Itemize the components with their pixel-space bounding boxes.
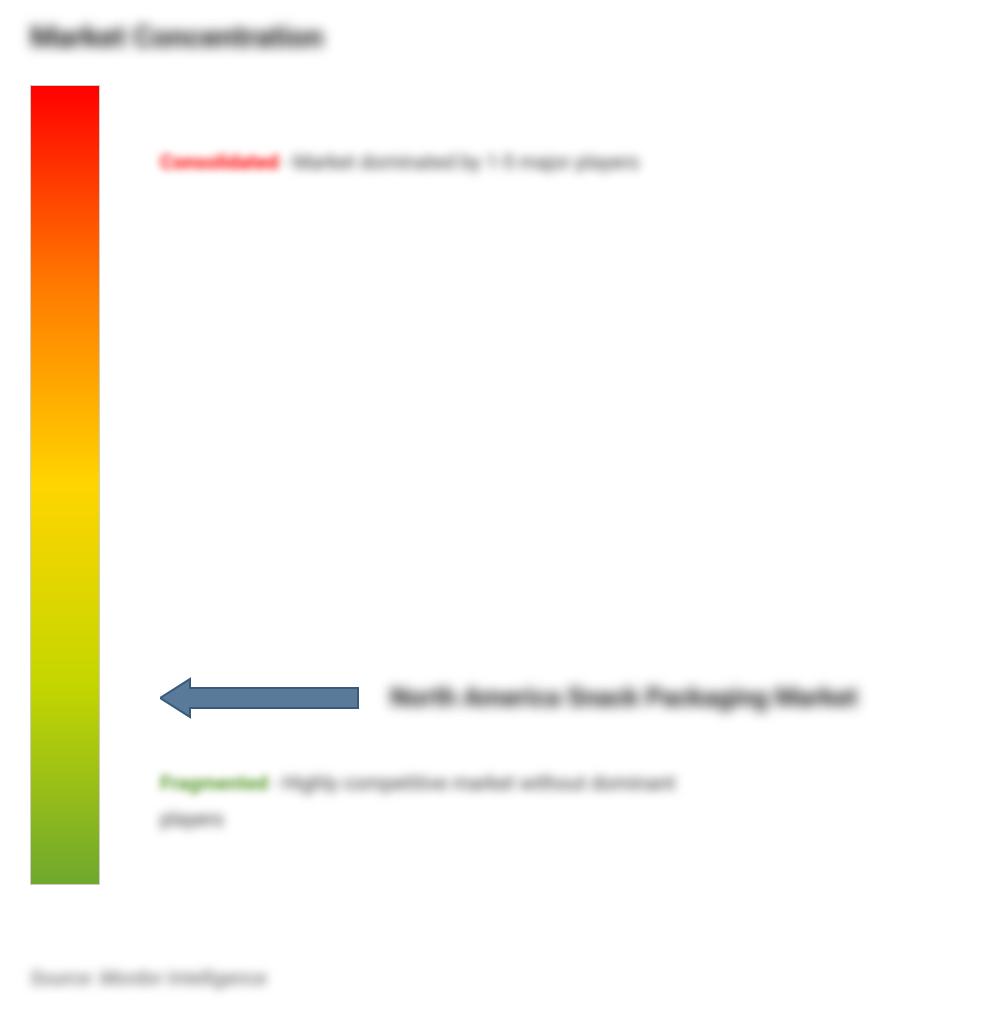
arrow-left-icon xyxy=(160,675,360,721)
consolidated-label-block: Consolidated - Market dominated by 1-5 m… xyxy=(160,150,639,174)
consolidated-description: - Market dominated by 1-5 major players xyxy=(283,150,640,174)
arrow-wrapper xyxy=(160,675,360,721)
main-content: Consolidated - Market dominated by 1-5 m… xyxy=(30,85,961,905)
text-area: Consolidated - Market dominated by 1-5 m… xyxy=(160,85,961,905)
fragmented-label-block: Fragmented - Highly competitive market w… xyxy=(160,765,676,837)
fragmented-label: Fragmented xyxy=(160,771,268,795)
consolidated-label: Consolidated xyxy=(160,150,279,174)
fragmented-description-1: - Highly competitive market without domi… xyxy=(272,771,676,795)
infographic-container: Market Concentration Consolidated - Mark… xyxy=(0,0,991,1010)
fragmented-line-2: players xyxy=(160,801,676,837)
market-marker-block: North America Snack Packaging Market xyxy=(160,675,858,721)
fragmented-description-2: players xyxy=(160,807,224,831)
page-title: Market Concentration xyxy=(30,20,961,55)
fragmented-line-1: Fragmented - Highly competitive market w… xyxy=(160,765,676,801)
concentration-gradient-bar xyxy=(30,85,100,885)
source-attribution: Source: Mordor Intelligence xyxy=(30,966,267,990)
market-name-label: North America Snack Packaging Market xyxy=(390,683,858,713)
